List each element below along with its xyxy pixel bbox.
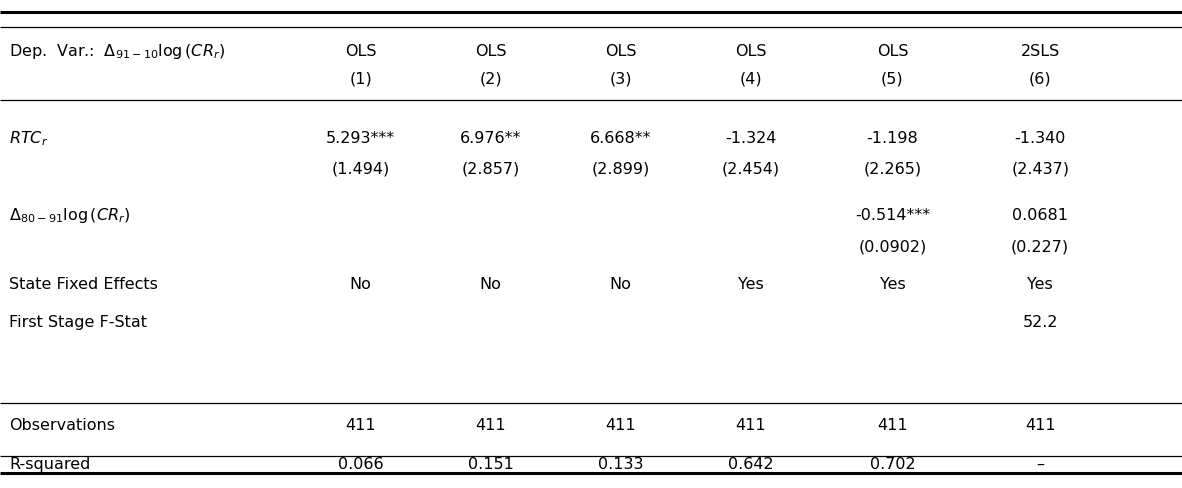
Text: 411: 411 (475, 418, 506, 433)
Text: 0.133: 0.133 (598, 457, 643, 472)
Text: 2SLS: 2SLS (1020, 44, 1060, 59)
Text: 52.2: 52.2 (1022, 315, 1058, 329)
Text: (4): (4) (739, 72, 762, 86)
Text: 411: 411 (605, 418, 636, 433)
Text: OLS: OLS (475, 44, 506, 59)
Text: Observations: Observations (9, 418, 116, 433)
Text: OLS: OLS (345, 44, 376, 59)
Text: (5): (5) (881, 72, 904, 86)
Text: (1): (1) (349, 72, 372, 86)
Text: 0.702: 0.702 (870, 457, 915, 472)
Text: Yes: Yes (738, 278, 764, 292)
Text: No: No (610, 278, 631, 292)
Text: 0.066: 0.066 (338, 457, 383, 472)
Text: State Fixed Effects: State Fixed Effects (9, 278, 158, 292)
Text: 0.0681: 0.0681 (1012, 208, 1069, 223)
Text: (0.0902): (0.0902) (858, 240, 927, 254)
Text: 0.642: 0.642 (728, 457, 773, 472)
Text: First Stage F-Stat: First Stage F-Stat (9, 315, 148, 329)
Text: Yes: Yes (879, 278, 905, 292)
Text: OLS: OLS (605, 44, 636, 59)
Text: 6.668**: 6.668** (590, 131, 651, 146)
Text: (2.857): (2.857) (461, 162, 520, 177)
Text: -1.340: -1.340 (1014, 131, 1066, 146)
Text: No: No (350, 278, 371, 292)
Text: (0.227): (0.227) (1011, 240, 1070, 254)
Text: Dep.  Var.:  $\Delta_{91-10}\log\left(CR_r\right)$: Dep. Var.: $\Delta_{91-10}\log\left(CR_r… (9, 42, 226, 61)
Text: 411: 411 (735, 418, 766, 433)
Text: OLS: OLS (877, 44, 908, 59)
Text: 0.151: 0.151 (468, 457, 513, 472)
Text: No: No (480, 278, 501, 292)
Text: (1.494): (1.494) (331, 162, 390, 177)
Text: OLS: OLS (735, 44, 766, 59)
Text: 5.293***: 5.293*** (326, 131, 395, 146)
Text: (2.899): (2.899) (591, 162, 650, 177)
Text: -0.514***: -0.514*** (855, 208, 930, 223)
Text: (2.454): (2.454) (721, 162, 780, 177)
Text: (2): (2) (479, 72, 502, 86)
Text: (2.437): (2.437) (1011, 162, 1070, 177)
Text: 411: 411 (345, 418, 376, 433)
Text: -1.198: -1.198 (866, 131, 918, 146)
Text: (2.265): (2.265) (863, 162, 922, 177)
Text: 6.976**: 6.976** (460, 131, 521, 146)
Text: 411: 411 (877, 418, 908, 433)
Text: (6): (6) (1028, 72, 1052, 86)
Text: $\Delta_{80-91}\log\left(CR_r\right)$: $\Delta_{80-91}\log\left(CR_r\right)$ (9, 206, 131, 225)
Text: –: – (1037, 457, 1044, 472)
Text: -1.324: -1.324 (725, 131, 777, 146)
Text: (3): (3) (609, 72, 632, 86)
Text: $\mathit{RTC}_r$: $\mathit{RTC}_r$ (9, 129, 48, 148)
Text: 411: 411 (1025, 418, 1056, 433)
Text: R-squared: R-squared (9, 457, 91, 472)
Text: Yes: Yes (1027, 278, 1053, 292)
